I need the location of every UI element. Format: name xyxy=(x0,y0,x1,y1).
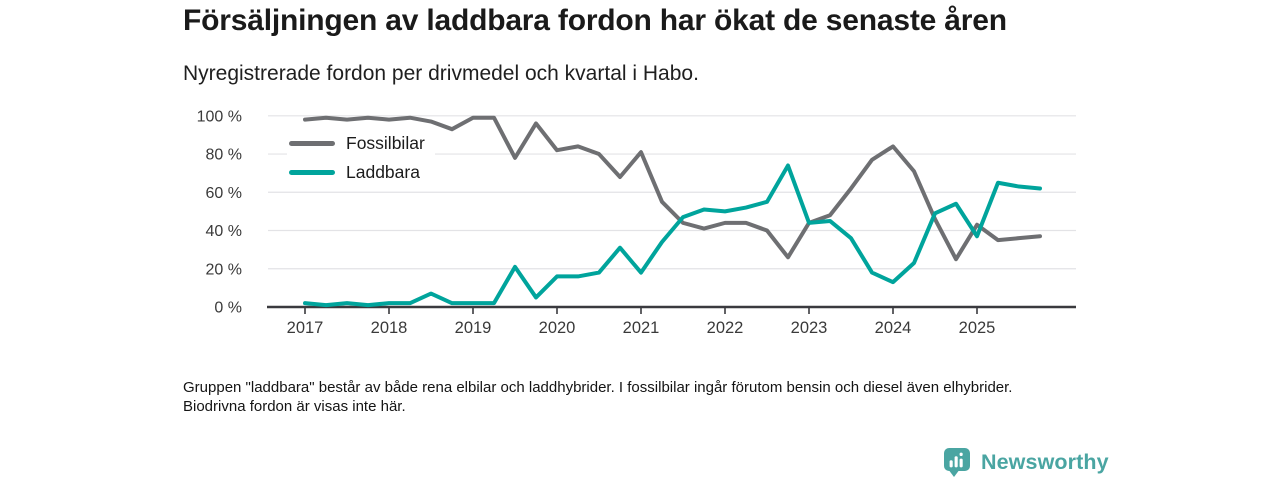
x-tick-label: 2025 xyxy=(959,319,996,337)
legend-item-fossilbilar: Fossilbilar xyxy=(287,131,435,155)
y-tick-label: 60 % xyxy=(206,185,242,202)
x-tick-label: 2023 xyxy=(791,319,828,337)
laddbara-line-swatch xyxy=(289,169,335,175)
newsworthy-logo[interactable]: Newsworthy xyxy=(941,446,1109,478)
newsworthy-pin-barchart-icon xyxy=(941,446,972,478)
y-tick-label: 0 % xyxy=(214,300,242,317)
x-tick-label: 2019 xyxy=(455,319,492,337)
x-tick-label: 2022 xyxy=(707,319,744,337)
y-tick-label: 20 % xyxy=(206,261,242,278)
y-tick-label: 100 % xyxy=(197,108,242,125)
chart-legend: Fossilbilar Laddbara xyxy=(287,131,435,184)
x-tick-label: 2018 xyxy=(371,319,408,337)
legend-item-laddbara: Laddbara xyxy=(287,160,435,184)
newsworthy-logo-text: Newsworthy xyxy=(981,449,1109,474)
x-tick-label: 2021 xyxy=(623,319,660,337)
y-tick-label: 80 % xyxy=(206,147,242,164)
x-tick-label: 2024 xyxy=(875,319,912,337)
chart-title: Försäljningen av laddbara fordon har öka… xyxy=(183,4,1007,37)
series-line-fossilbilar xyxy=(303,115,1042,262)
x-tick-label: 2017 xyxy=(287,319,324,337)
line-chart: 0 % 20 % 40 % 60 % 80 % 100 % 2017 2018 2019 2020… xyxy=(197,108,1076,337)
fossilbilar-line-swatch xyxy=(289,140,335,146)
chart-subtitle: Nyregistrerade fordon per drivmedel och … xyxy=(183,62,699,85)
y-tick-label: 40 % xyxy=(206,223,242,240)
series-line-laddbara xyxy=(303,163,1042,308)
footnote: Gruppen "laddbara" består av både rena e… xyxy=(183,379,1013,415)
legend-label: Laddbara xyxy=(346,162,420,182)
x-tick-label: 2020 xyxy=(539,319,576,337)
legend-label: Fossilbilar xyxy=(346,133,425,153)
